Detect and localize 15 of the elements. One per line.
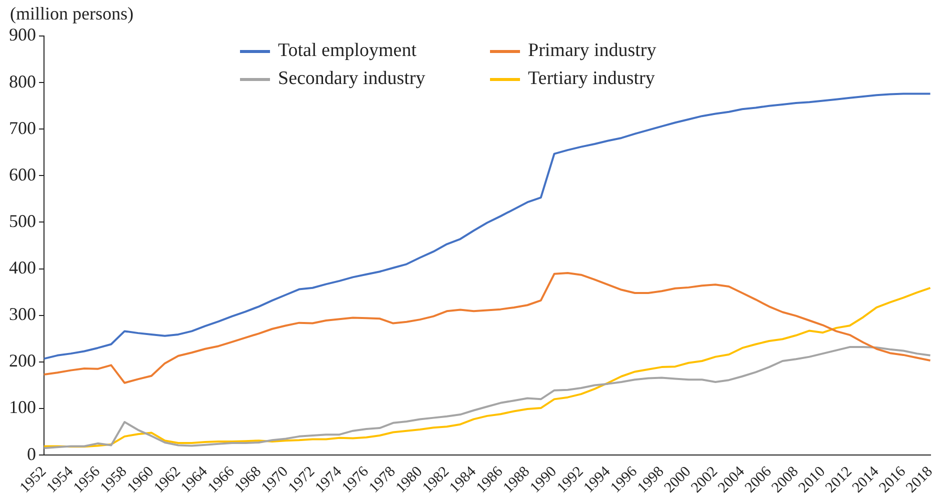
- y-tick-label: 800: [9, 71, 36, 92]
- y-tick-label: 100: [9, 397, 36, 418]
- y-tick-label: 200: [9, 350, 36, 371]
- y-tick-label: 0: [27, 444, 36, 464]
- legend-label: Tertiary industry: [528, 68, 655, 90]
- y-tick-label: 400: [9, 258, 36, 278]
- y-tick-label: 600: [9, 164, 36, 184]
- y-tick-label: 500: [9, 210, 36, 231]
- y-tick-label: 700: [9, 118, 36, 138]
- y-axis-title: (million persons): [10, 4, 134, 24]
- y-tick-label: 900: [9, 24, 36, 45]
- y-tick-label: 300: [9, 304, 36, 324]
- legend-label: Primary industry: [528, 40, 656, 62]
- legend-label: Total employment: [278, 40, 417, 62]
- legend-label: Secondary industry: [278, 68, 426, 90]
